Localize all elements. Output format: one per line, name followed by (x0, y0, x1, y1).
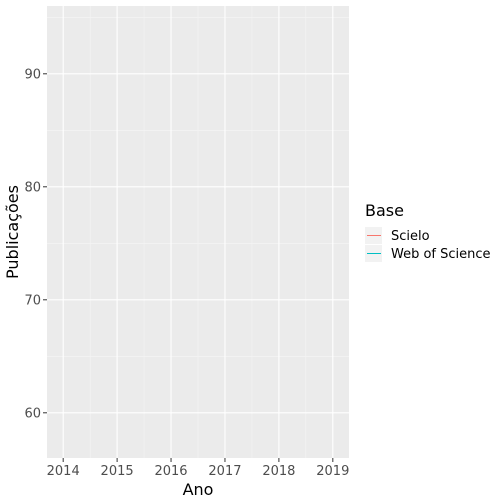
grid-minor (47, 6, 349, 458)
x-tick-label: 2017 (208, 464, 241, 479)
grid-major (47, 6, 349, 458)
y-tick-label: 70 (24, 293, 41, 308)
y-tick-label: 90 (24, 67, 41, 82)
y-tick-label: 60 (24, 406, 41, 421)
y-tick-label: 80 (24, 180, 41, 195)
legend-title: Base (365, 201, 404, 220)
x-tick-label: 2018 (262, 464, 295, 479)
x-tick-label: 2014 (47, 464, 80, 479)
y-axis-title: Publicações (3, 185, 22, 279)
y-axis: 60 70 80 90 (24, 67, 47, 421)
legend: Base Scielo Web of Science (365, 201, 491, 262)
x-axis-title: Ano (183, 480, 214, 499)
x-tick-label: 2016 (154, 464, 187, 479)
legend-entries: Scielo Web of Science (365, 227, 491, 262)
x-tick-label: 2015 (101, 464, 134, 479)
x-tick-label: 2019 (316, 464, 349, 479)
x-axis: 2014 2015 2016 2017 2018 2019 (47, 458, 349, 479)
legend-label: Web of Science (391, 247, 491, 262)
legend-label: Scielo (391, 229, 430, 244)
